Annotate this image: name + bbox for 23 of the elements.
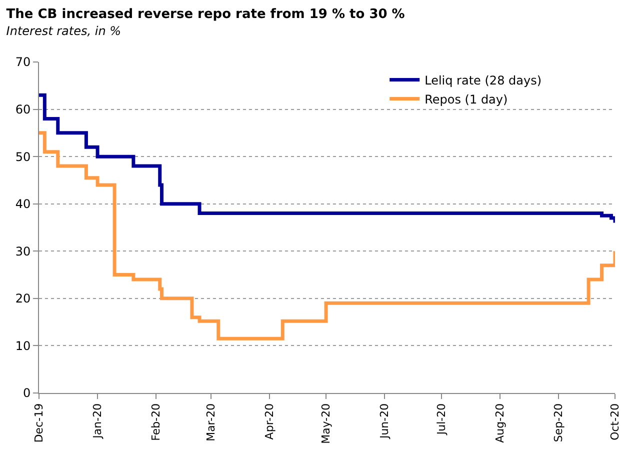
x-tick-label: Jul-20 <box>434 403 448 436</box>
x-tick-label: Feb-20 <box>150 403 163 441</box>
x-tick-label: Apr-20 <box>262 403 276 440</box>
y-tick-label: 20 <box>15 292 31 306</box>
y-tick-label: 70 <box>15 55 31 70</box>
legend-label: Leliq rate (28 days) <box>424 73 542 88</box>
y-tick-label: 0 <box>22 386 31 400</box>
x-tick-label: Jun-20 <box>378 403 392 440</box>
y-tick-label: 60 <box>15 102 31 116</box>
x-tick-label: Sep-20 <box>552 403 565 442</box>
chart-title: The CB increased reverse repo rate from 19 % to 30 % <box>6 7 405 22</box>
x-tick-label: Mar-20 <box>204 403 218 442</box>
x-tick-label: Oct-20 <box>608 403 622 440</box>
y-tick-label: 50 <box>15 150 31 164</box>
chart-subtitle: Interest rates, in % <box>6 24 122 38</box>
y-tick-label: 40 <box>15 197 31 212</box>
x-tick-label: Jan-20 <box>91 403 104 440</box>
y-tick-label: 30 <box>15 244 31 258</box>
x-tick-label: May-20 <box>320 403 333 444</box>
legend-label: Repos (1 day) <box>424 92 508 106</box>
x-tick-label: Aug-20 <box>493 403 506 443</box>
y-tick-label: 10 <box>15 338 31 353</box>
x-tick-label: Dec-19 <box>32 403 46 443</box>
